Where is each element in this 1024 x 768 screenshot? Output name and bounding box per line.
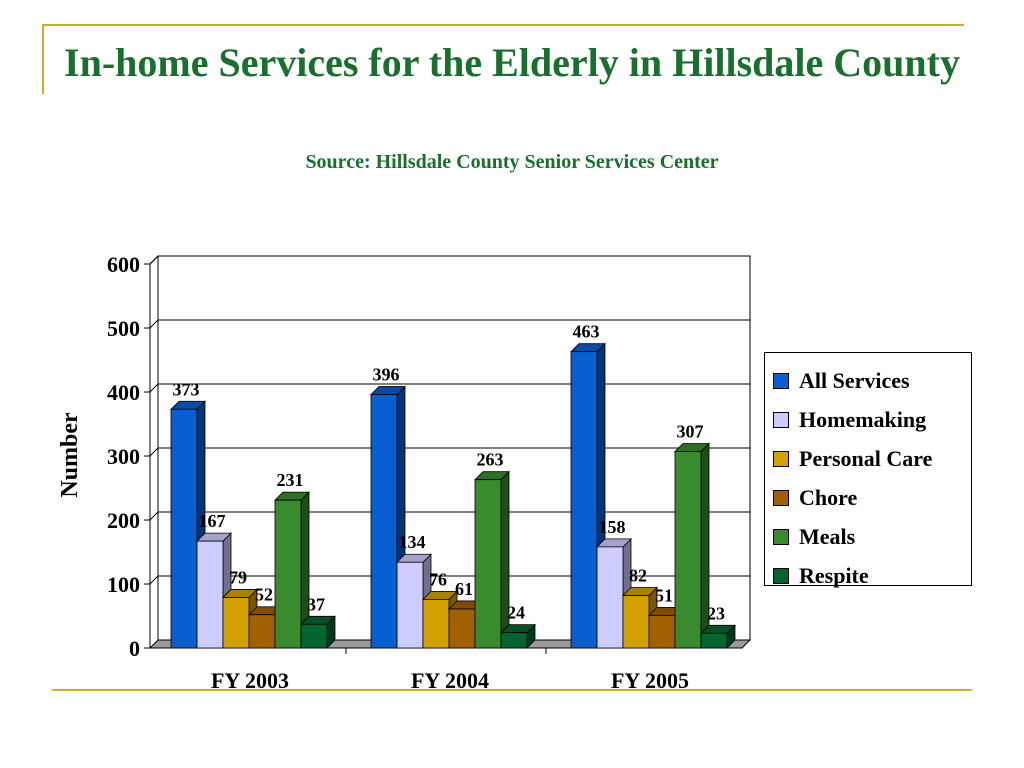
legend-swatch: [773, 372, 789, 389]
data-label: 37: [307, 594, 325, 614]
legend-item: Homemaking: [773, 400, 971, 439]
x-tick-label: FY 2005: [611, 668, 689, 693]
data-label: 76: [429, 569, 447, 589]
frame-left-line: [42, 24, 44, 94]
data-label: 463: [573, 322, 600, 342]
bar: [196, 540, 224, 649]
legend-label: Chore: [799, 484, 858, 510]
legend-label: Respite: [799, 562, 869, 588]
bar: [274, 499, 302, 649]
frame-top-line: [42, 24, 964, 26]
slide-subtitle: Source: Hillsdale County Senior Services…: [305, 151, 719, 173]
bar: [396, 561, 424, 649]
gridline-diagonal: [149, 383, 159, 393]
data-label: 134: [399, 532, 426, 552]
data-label: 231: [277, 470, 304, 490]
bar: [700, 632, 728, 649]
bar: [248, 614, 276, 649]
x-tick-label: FY 2003: [211, 668, 289, 693]
y-tick-label: 200: [107, 508, 140, 533]
bar: [674, 451, 702, 649]
y-tick-label: 500: [107, 316, 140, 341]
legend-item: All Services: [773, 361, 971, 400]
gridline-diagonal: [149, 575, 159, 585]
legend-swatch: [773, 411, 789, 428]
data-label: 307: [677, 422, 704, 442]
data-label: 23: [707, 603, 725, 623]
legend-swatch: [773, 450, 789, 467]
y-tick-label: 0: [129, 636, 140, 661]
bar: [222, 597, 250, 649]
data-label: 51: [655, 585, 673, 605]
y-axis-top: [149, 255, 159, 265]
legend-item: Personal Care: [773, 439, 971, 478]
data-label: 167: [199, 511, 226, 531]
bar: [622, 595, 650, 649]
chart-legend: All Services Homemaking Personal Care Chore…: [764, 352, 972, 588]
bar: [422, 598, 450, 649]
legend-item: Meals: [773, 517, 971, 556]
x-tick-label: FY 2004: [411, 668, 489, 693]
bar: [474, 479, 502, 649]
data-label: 396: [373, 365, 400, 385]
bar: [300, 623, 328, 649]
data-label: 24: [507, 603, 525, 623]
data-label: 82: [629, 566, 647, 586]
slide-title: In-home Services for the Elderly in Hill…: [64, 40, 960, 85]
y-axis-label: Number: [57, 412, 83, 498]
y-tick-label: 100: [107, 572, 140, 597]
y-tick-label: 600: [107, 252, 140, 277]
bar: [570, 351, 598, 649]
gridline-diagonal: [149, 511, 159, 521]
data-label: 79: [229, 567, 247, 587]
bar: [648, 614, 676, 649]
data-label: 158: [599, 517, 626, 537]
legend-label: Meals: [799, 523, 856, 549]
bar: [170, 408, 198, 649]
gridline-diagonal: [149, 447, 159, 457]
bar: [448, 608, 476, 649]
bar: [500, 632, 528, 649]
data-label: 263: [477, 450, 504, 470]
legend-swatch: [773, 489, 789, 506]
data-label: 373: [173, 379, 200, 399]
y-tick-label: 300: [107, 444, 140, 469]
legend-item: Respite: [773, 556, 971, 595]
legend-item: Chore: [773, 478, 971, 517]
legend-swatch: [773, 567, 789, 584]
frame-bottom-line: [52, 689, 972, 691]
data-label: 52: [255, 585, 273, 605]
data-label: 61: [455, 579, 473, 599]
bar: [596, 546, 624, 649]
bar: [370, 394, 398, 649]
legend-label: All Services: [799, 367, 910, 393]
y-tick-label: 400: [107, 380, 140, 405]
legend-label: Personal Care: [799, 445, 933, 471]
gridline-diagonal: [149, 319, 159, 329]
legend-swatch: [773, 528, 789, 545]
legend-label: Homemaking: [799, 406, 927, 432]
